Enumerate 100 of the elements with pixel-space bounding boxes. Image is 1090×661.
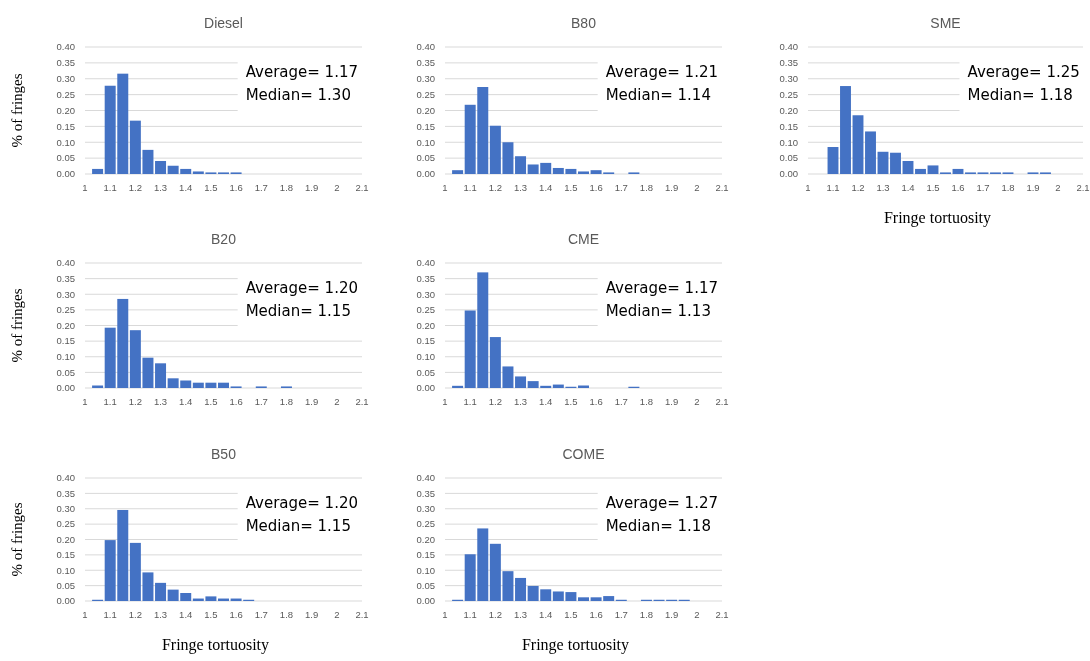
annotation: Median= 1.18 <box>967 86 1073 104</box>
annotation: Median= 1.14 <box>605 86 711 104</box>
y-tick-label: 0.15 <box>56 120 75 132</box>
y-tick-label: 0.25 <box>56 88 75 100</box>
x-tick-label: 1.5 <box>564 396 578 407</box>
x-tick-label: 2.1 <box>1076 182 1090 193</box>
x-tick-label: 1.1 <box>103 396 117 407</box>
x-tick-label: 1.2 <box>488 182 502 193</box>
x-tick-label: 2 <box>694 609 700 620</box>
x-tick-label: 1.6 <box>589 609 603 620</box>
x-tick-label: 1 <box>442 609 448 620</box>
x-tick-label: 1 <box>82 396 88 407</box>
x-tick-label: 1.5 <box>564 609 578 620</box>
y-tick-label: 0.25 <box>416 88 435 100</box>
x-tick-label: 1.7 <box>614 396 628 407</box>
x-tick-label: 1.3 <box>876 182 890 193</box>
x-tick-label: 1.9 <box>1026 182 1040 193</box>
chart-title: B20 <box>211 231 237 247</box>
x-tick-label: 2 <box>334 609 340 620</box>
x-tick-label: 1.1 <box>463 609 477 620</box>
annotation: Average= 1.20 <box>245 494 358 512</box>
x-tick-label: 1.3 <box>153 396 168 407</box>
x-tick-label: 1.3 <box>153 609 168 620</box>
y-tick-label: 0.35 <box>56 272 75 284</box>
chart-title: B50 <box>211 446 237 462</box>
x-tick-label: 1.2 <box>851 182 865 193</box>
y-tick-label: 0.35 <box>416 487 435 499</box>
x-tick-label: 1.3 <box>513 396 528 407</box>
x-tick-label: 2.1 <box>355 182 369 193</box>
y-tick-label: 0.10 <box>416 351 435 363</box>
y-tick-label: 0.05 <box>56 366 75 378</box>
x-tick-label: 1.2 <box>128 182 142 193</box>
y-tick-label: 0.25 <box>56 518 75 530</box>
y-tick-label: 0.05 <box>56 579 75 591</box>
y-tick-label: 0.15 <box>779 120 798 132</box>
x-tick-label: 1 <box>442 182 448 193</box>
x-tick-label: 1.8 <box>279 182 294 193</box>
x-tick-label: 2 <box>1055 182 1061 193</box>
annotation: Median= 1.13 <box>605 302 711 320</box>
y-tick-label: 0.00 <box>56 595 75 607</box>
x-tick-label: 1.7 <box>254 396 268 407</box>
x-tick-label: 1.9 <box>305 396 319 407</box>
chart-title: COME <box>562 446 605 462</box>
x-tick-label: 1.4 <box>901 182 915 193</box>
y-tick-label: 0.05 <box>416 579 435 591</box>
y-tick-label: 0.10 <box>56 351 75 363</box>
x-tick-label: 1.5 <box>204 396 218 407</box>
x-tick-label: 1.8 <box>639 396 654 407</box>
y-tick-label: 0.00 <box>416 595 435 607</box>
x-tick-label: 2.1 <box>715 396 729 407</box>
x-tick-label: 1.7 <box>976 182 990 193</box>
annotation: Average= 1.17 <box>605 279 718 297</box>
x-tick-label: 2.1 <box>715 182 729 193</box>
y-tick-label: 0.00 <box>416 382 435 394</box>
y-tick-label: 0.40 <box>416 472 435 484</box>
y-tick-label: 0.20 <box>56 533 75 545</box>
annotation: Average= 1.27 <box>605 494 718 512</box>
y-axis-title: % of fringes <box>9 502 25 577</box>
annotation: Average= 1.25 <box>967 63 1080 81</box>
y-tick-label: 0.25 <box>416 518 435 530</box>
y-tick-label: 0.20 <box>416 104 435 116</box>
x-tick-label: 1.8 <box>639 182 654 193</box>
x-tick-label: 1.2 <box>488 609 502 620</box>
x-tick-label: 1.4 <box>539 609 553 620</box>
x-tick-label: 1.7 <box>614 182 628 193</box>
x-axis-title: Fringe tortuosity <box>883 209 992 227</box>
x-tick-label: 2 <box>694 182 700 193</box>
y-tick-label: 0.35 <box>779 57 798 69</box>
y-tick-label: 0.30 <box>416 73 435 85</box>
y-tick-label: 0.00 <box>56 168 75 180</box>
y-tick-label: 0.20 <box>416 319 435 331</box>
x-tick-label: 1.4 <box>179 182 193 193</box>
y-axis-title: % of fringes <box>9 288 25 363</box>
x-tick-label: 1.8 <box>639 609 654 620</box>
y-tick-label: 0.40 <box>56 472 75 484</box>
x-tick-label: 1.6 <box>951 182 965 193</box>
x-tick-label: 1.5 <box>204 182 218 193</box>
x-tick-label: 1.2 <box>128 609 142 620</box>
x-tick-label: 1.5 <box>564 182 578 193</box>
y-tick-label: 0.30 <box>56 503 75 515</box>
y-tick-label: 0.15 <box>416 335 435 347</box>
y-tick-label: 0.30 <box>416 503 435 515</box>
x-tick-label: 1.6 <box>229 182 243 193</box>
chart-title: SME <box>930 15 961 31</box>
x-tick-label: 1 <box>82 609 88 620</box>
x-tick-label: 1.4 <box>179 396 193 407</box>
x-tick-label: 1.8 <box>1001 182 1015 193</box>
y-tick-label: 0.00 <box>56 382 75 394</box>
x-tick-label: 1.6 <box>229 396 243 407</box>
x-tick-label: 2 <box>334 182 340 193</box>
annotation: Average= 1.21 <box>605 63 718 81</box>
y-tick-label: 0.30 <box>56 288 75 300</box>
x-tick-label: 1.5 <box>926 182 940 193</box>
y-tick-label: 0.00 <box>779 168 798 180</box>
y-tick-label: 0.40 <box>416 41 435 53</box>
y-tick-label: 0.30 <box>779 73 798 85</box>
x-tick-label: 1.6 <box>229 609 243 620</box>
annotation: Median= 1.18 <box>605 517 711 535</box>
x-tick-label: 1.2 <box>488 396 502 407</box>
y-axis-title: % of fringes <box>9 73 25 148</box>
